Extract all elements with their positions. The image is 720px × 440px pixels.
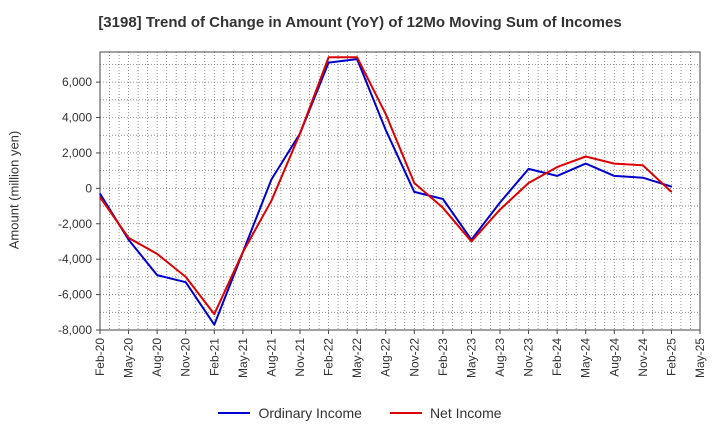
data-point <box>213 324 215 326</box>
legend-item-net-income: Net Income <box>389 405 502 421</box>
data-point <box>385 113 387 115</box>
data-point <box>156 253 158 255</box>
y-tick-label: 0 <box>85 181 92 195</box>
legend-swatch-ordinary-income <box>218 412 251 414</box>
data-point <box>185 276 187 278</box>
y-tick-label: 2,000 <box>62 146 92 160</box>
data-point <box>442 207 444 209</box>
data-point <box>585 155 587 158</box>
legend-item-ordinary-income: Ordinary Income <box>218 405 362 421</box>
x-tick-label: May-23 <box>464 338 478 378</box>
legend-label-net-income: Net Income <box>429 405 502 421</box>
data-point <box>413 191 415 193</box>
x-tick-label: May-25 <box>693 338 707 378</box>
data-point <box>270 200 273 202</box>
x-tick-label: Nov-24 <box>636 338 650 377</box>
data-point <box>156 274 158 276</box>
data-point <box>613 162 615 165</box>
x-tick-label: May-24 <box>579 338 593 378</box>
data-point <box>670 191 673 193</box>
data-point <box>442 198 444 200</box>
y-tick-label: -6,000 <box>58 288 92 302</box>
x-tick-label: Aug-20 <box>150 338 164 377</box>
y-tick-label: 6,000 <box>62 75 92 89</box>
data-point <box>99 196 101 198</box>
legend-swatch-net-income <box>389 412 422 414</box>
data-point <box>642 177 644 179</box>
x-tick-label: Nov-23 <box>522 338 536 377</box>
data-point <box>585 162 587 165</box>
x-tick-label: May-21 <box>236 338 250 378</box>
data-point <box>270 178 273 181</box>
data-point <box>499 208 501 211</box>
data-point <box>499 201 501 204</box>
data-point <box>670 185 673 188</box>
x-tick-label: Aug-21 <box>264 338 278 377</box>
data-point <box>470 240 473 243</box>
legend: Ordinary Income Net Income <box>0 405 720 421</box>
legend-label-ordinary-income: Ordinary Income <box>258 405 362 421</box>
data-point <box>185 281 187 283</box>
chart-canvas: -8,000 -6,000 -4,000 -2,000 0 2,000 4,000 6,000… <box>58 51 707 378</box>
data-point <box>527 182 530 184</box>
x-tick-label: May-22 <box>350 338 364 378</box>
data-point <box>242 251 244 253</box>
x-tick-label: Nov-20 <box>179 338 193 377</box>
plot-border <box>99 51 701 331</box>
x-tick-label: Feb-20 <box>93 338 107 376</box>
x-tick-label: Nov-22 <box>407 338 421 377</box>
data-point <box>213 313 215 315</box>
data-point <box>127 239 130 241</box>
x-tick-label: Aug-23 <box>493 338 507 377</box>
data-point <box>299 132 301 135</box>
x-tick-label: Feb-22 <box>322 338 336 376</box>
x-tick-label: Feb-21 <box>207 338 221 376</box>
data-point <box>327 62 330 64</box>
x-tick-label: Feb-25 <box>664 338 678 376</box>
y-tick-label: -2,000 <box>58 217 92 231</box>
data-point <box>356 56 358 58</box>
x-tick-label: Nov-21 <box>293 338 307 377</box>
x-tick-label: Feb-23 <box>436 338 450 376</box>
data-point <box>327 56 330 58</box>
data-point <box>527 168 530 170</box>
data-point <box>127 237 130 239</box>
y-tick-label: -8,000 <box>58 323 92 337</box>
data-point <box>385 129 387 131</box>
x-tick-label: Feb-24 <box>550 338 564 376</box>
x-tick-label: Aug-24 <box>607 338 621 377</box>
plot-area <box>100 52 700 330</box>
data-point <box>556 166 558 168</box>
x-tick-label: Aug-22 <box>379 338 393 377</box>
data-point <box>556 175 558 177</box>
y-tick-label: -4,000 <box>58 252 92 266</box>
data-point <box>99 193 101 195</box>
x-tick-label: May-20 <box>122 338 136 378</box>
data-point <box>413 182 415 184</box>
data-point <box>642 164 644 166</box>
data-point <box>613 175 615 177</box>
chart-title: [3198] Trend of Change in Amount (YoY) o… <box>98 14 622 31</box>
y-tick-label: 4,000 <box>62 111 92 125</box>
